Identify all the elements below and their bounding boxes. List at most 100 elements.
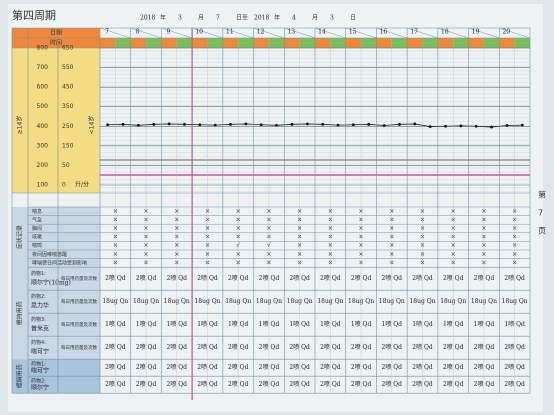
peak-flow-point (305, 122, 309, 126)
peak-flow-point (244, 122, 248, 126)
pm-cell (361, 38, 377, 48)
am-cell (222, 38, 239, 48)
drug-name: 喘可宁 (31, 347, 49, 355)
pm-cell (268, 38, 285, 48)
peak-flow-point (474, 124, 478, 128)
symptom-label: 胸闷 (32, 225, 42, 232)
diagonal (314, 27, 346, 39)
pm-cell (330, 38, 346, 48)
axis-panel (12, 48, 100, 193)
day: 10 (195, 29, 203, 36)
peak-flow-point (351, 123, 355, 127)
am-cell (315, 38, 331, 48)
page-prefix: 第 (538, 190, 546, 200)
peak-flow-point (398, 122, 401, 126)
day: 15 (349, 29, 357, 36)
pm-cell (146, 38, 162, 48)
symptom-label: 咳嗽 (32, 234, 42, 241)
date-part: 日 (350, 15, 356, 22)
symptom-label: 喘鸣 (32, 242, 42, 249)
date-part: 年 (160, 14, 166, 22)
drug-index: 药物4: (31, 339, 46, 346)
diagonal (345, 27, 377, 39)
diagonal (437, 27, 469, 39)
pm-cell (391, 38, 408, 48)
drug-index: 药物1: (31, 360, 46, 367)
peak-flow-point (213, 123, 217, 127)
am-cell (130, 38, 147, 48)
diagonal (222, 27, 254, 39)
peak-flow-point (490, 125, 494, 129)
symptom-label: 气急 (32, 216, 42, 223)
am-cell (407, 38, 423, 48)
day: 18 (441, 29, 449, 36)
time-row-bg (12, 38, 100, 48)
diagonal (99, 27, 131, 39)
am-cell (376, 38, 392, 48)
am-cell (345, 38, 362, 48)
drug-name: 思力华 (31, 301, 49, 309)
date-label: 日期 (50, 29, 62, 37)
y2-tick-label: 250 (62, 123, 74, 130)
date-part: 3 (330, 15, 334, 22)
drug-name: 顺尔宁 (31, 383, 49, 391)
peak-flow-point (505, 124, 509, 127)
peak-flow-point (275, 123, 279, 127)
symptom-label-bg (12, 207, 100, 268)
am-cell (100, 38, 116, 48)
date-part: 2018 (140, 15, 155, 22)
day: 9 (167, 29, 171, 36)
am-cell (437, 38, 454, 48)
date-row-bg (12, 28, 100, 38)
peak-flow-point (198, 123, 202, 127)
am-cell (499, 38, 515, 48)
title: 第四周期 (12, 8, 56, 22)
day: 13 (287, 29, 295, 36)
peak-flow-point (367, 122, 371, 126)
drug-index: 药物1: (31, 270, 46, 277)
date-part: 3 (178, 15, 182, 22)
day: 12 (257, 29, 265, 36)
peak-flow-point (413, 122, 417, 126)
diagonal (192, 27, 223, 39)
dose-note: 每日用药量及次数 (61, 321, 97, 328)
am-cell (468, 38, 484, 48)
peak-flow-point (183, 122, 186, 126)
day: 19 (472, 29, 480, 36)
pm-cell (514, 38, 530, 48)
pm-cell (453, 38, 469, 48)
peak-flow-point (229, 122, 232, 126)
diagonal (499, 27, 531, 39)
y-tick-label: 700 (37, 64, 49, 71)
diagonal (130, 27, 162, 39)
peak-flow-point (444, 124, 447, 128)
date-part: 月 (312, 15, 318, 22)
diagonal (376, 27, 408, 39)
y2-tick-label: 50 (62, 162, 70, 169)
day: 11 (226, 29, 234, 36)
dose-note: 每日用药量及次数 (61, 275, 97, 282)
drug-index: 药物2: (31, 293, 46, 300)
pm-cell (207, 38, 223, 48)
symptom-label: 夜间因哮喘憋醒 (32, 251, 67, 258)
section-label: 缓解用药 (16, 364, 24, 388)
y2-tick-label: 450 (62, 84, 74, 91)
dose-note: 每日用药量及次数 (61, 344, 97, 351)
peak-flow-point (459, 124, 463, 128)
am-cell (161, 38, 177, 48)
pm-cell (422, 38, 438, 48)
am-cell (253, 38, 269, 48)
diagonal (284, 27, 316, 39)
y2-tick-label: 550 (62, 64, 74, 71)
y-tick-label: 400 (37, 123, 49, 130)
peak-flow-point (428, 125, 432, 129)
peak-flow-point (336, 123, 340, 127)
time-label: 时间 (50, 39, 62, 47)
dose-note: 每日用药量及次数 (61, 298, 97, 305)
peak-flow-point (152, 122, 156, 126)
y2-tick-label: 0 (62, 182, 66, 189)
peak-flow-point (259, 123, 263, 127)
pm-cell (115, 38, 131, 48)
date-part: 2018 (254, 15, 269, 22)
